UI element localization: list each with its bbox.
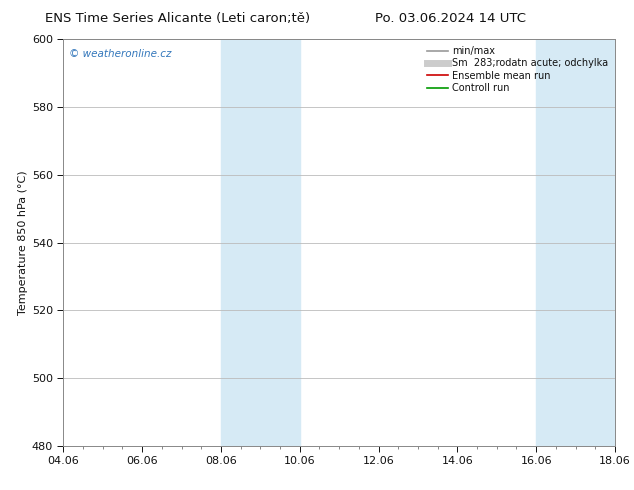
Y-axis label: Temperature 850 hPa (°C): Temperature 850 hPa (°C) bbox=[18, 170, 27, 315]
Legend: min/max, Sm  283;rodatn acute; odchylka, Ensemble mean run, Controll run: min/max, Sm 283;rodatn acute; odchylka, … bbox=[425, 44, 610, 95]
Bar bbox=[221, 39, 300, 446]
Text: Po. 03.06.2024 14 UTC: Po. 03.06.2024 14 UTC bbox=[375, 12, 526, 25]
Text: © weatheronline.cz: © weatheronline.cz bbox=[69, 49, 171, 59]
Text: ENS Time Series Alicante (Leti caron;tě): ENS Time Series Alicante (Leti caron;tě) bbox=[45, 12, 310, 25]
Bar bbox=[536, 39, 615, 446]
